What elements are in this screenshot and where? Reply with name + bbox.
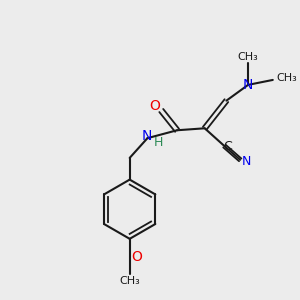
Text: O: O [131,250,142,264]
Text: H: H [154,136,163,148]
Text: CH₃: CH₃ [276,73,297,83]
Text: N: N [141,129,152,143]
Text: CH₃: CH₃ [238,52,259,62]
Text: N: N [242,155,251,168]
Text: C: C [223,140,232,153]
Text: O: O [149,99,160,112]
Text: N: N [243,78,253,92]
Text: CH₃: CH₃ [119,276,140,286]
